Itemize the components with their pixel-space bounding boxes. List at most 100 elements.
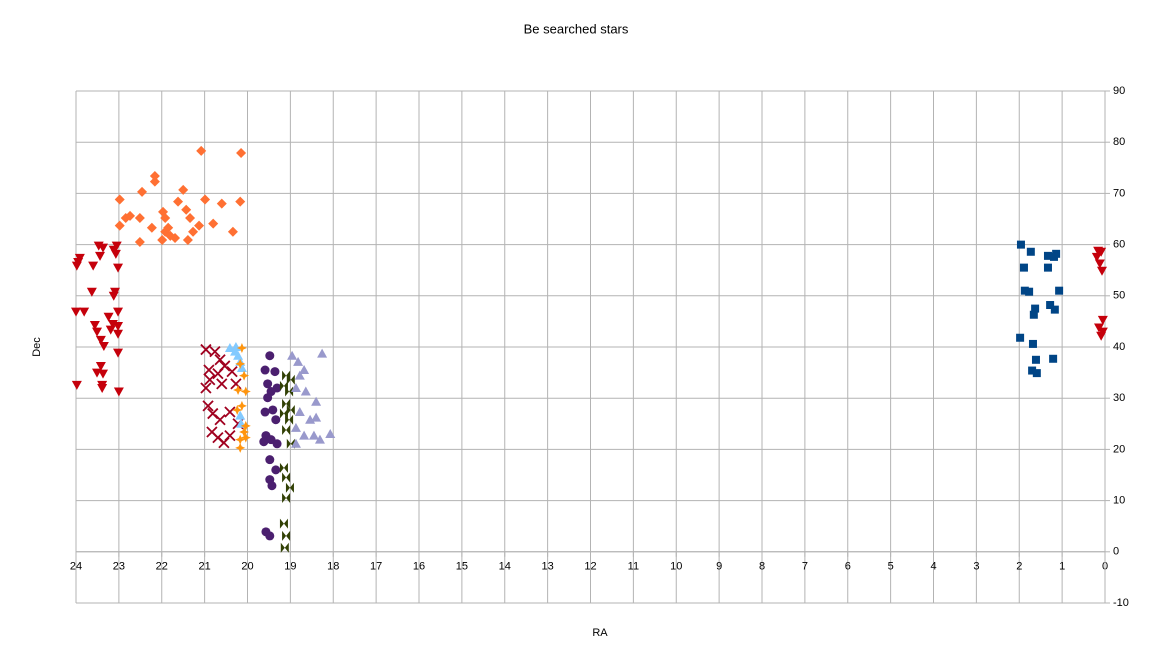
point [265, 531, 275, 541]
point [200, 194, 211, 205]
point [1091, 252, 1102, 262]
point [216, 378, 228, 390]
point [113, 307, 124, 317]
point [1025, 287, 1034, 296]
y-tick-label: 20 [1113, 443, 1125, 455]
point [146, 222, 157, 233]
point [290, 382, 301, 392]
point [163, 222, 174, 233]
point [299, 365, 310, 375]
x-tick-label: 6 [845, 561, 851, 573]
point [113, 322, 124, 332]
point [226, 365, 238, 378]
point [98, 369, 109, 379]
point [214, 414, 226, 426]
point [182, 234, 193, 245]
point [232, 404, 243, 415]
x-tick-label: 8 [759, 561, 765, 573]
point [317, 348, 328, 358]
x-tick-label: 22 [156, 561, 168, 573]
point [1049, 252, 1058, 261]
point [282, 472, 291, 483]
point [95, 361, 106, 371]
point [134, 237, 145, 248]
point [1096, 331, 1107, 341]
point [103, 312, 114, 322]
point [314, 434, 325, 444]
point [97, 383, 108, 393]
x-tick-label: 9 [716, 561, 722, 573]
y-tick-label: 30 [1113, 392, 1125, 404]
point [71, 307, 81, 317]
point [271, 465, 281, 475]
point [272, 439, 282, 449]
point [294, 407, 305, 417]
point [224, 406, 236, 418]
point [173, 196, 184, 207]
point [235, 358, 246, 369]
x-tick-label: 20 [241, 561, 253, 573]
point [125, 210, 136, 221]
y-tick-label: 0 [1113, 546, 1119, 558]
chart-title: Be searched stars [524, 21, 629, 36]
point [279, 462, 288, 473]
point [219, 360, 231, 372]
point [239, 426, 250, 437]
point [137, 186, 148, 197]
point [113, 263, 124, 273]
point [114, 194, 125, 205]
x-tick-label: 2 [1016, 561, 1022, 573]
point [285, 386, 294, 397]
point [235, 196, 246, 207]
point [1055, 286, 1064, 295]
point [160, 212, 171, 223]
point [113, 348, 124, 358]
point [214, 354, 226, 366]
y-tick-label: 80 [1113, 136, 1125, 148]
x-tick-label: 11 [628, 561, 639, 573]
point [236, 147, 247, 158]
point [216, 198, 227, 209]
point [224, 429, 236, 442]
point [134, 212, 145, 223]
point [196, 145, 207, 156]
point [235, 410, 246, 420]
point [88, 261, 99, 271]
point [265, 455, 275, 465]
point [259, 437, 269, 447]
point [1032, 369, 1041, 378]
point [236, 362, 247, 372]
point [235, 442, 246, 453]
point [300, 386, 311, 396]
point [282, 424, 291, 435]
point [188, 226, 199, 237]
point [209, 345, 221, 358]
point [236, 343, 247, 354]
point [95, 335, 106, 345]
point [230, 342, 241, 351]
point [1031, 304, 1040, 313]
point [263, 379, 273, 389]
point [200, 382, 212, 394]
point [325, 429, 336, 439]
point [71, 261, 82, 271]
point [236, 400, 247, 411]
point [279, 518, 288, 529]
point [1094, 259, 1105, 269]
point [71, 380, 82, 390]
x-tick-label: 10 [670, 561, 682, 573]
y-tick-label: 90 [1113, 85, 1125, 97]
point [267, 481, 277, 491]
point [1096, 247, 1107, 257]
x-tick-label: 1 [1059, 561, 1065, 573]
point [227, 226, 238, 237]
point [92, 368, 103, 378]
point [149, 176, 160, 187]
y-tick-label: -10 [1113, 597, 1129, 609]
point [240, 432, 251, 443]
point [170, 232, 181, 243]
point [79, 307, 90, 317]
y-tick-label: 40 [1113, 341, 1125, 353]
x-tick-label: 16 [413, 561, 425, 573]
y-tick-label: 70 [1113, 187, 1125, 199]
